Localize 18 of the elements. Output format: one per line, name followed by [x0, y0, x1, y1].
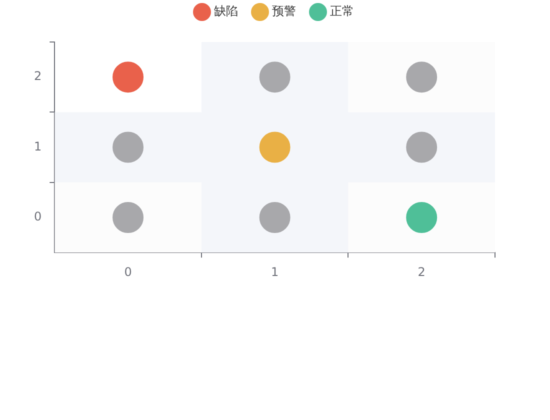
point	[406, 62, 438, 93]
x-tick-label: 1	[270, 264, 279, 279]
x-tick-label: 0	[124, 264, 132, 279]
point	[112, 132, 144, 163]
legend-label: 正常	[330, 4, 354, 18]
point	[406, 202, 438, 233]
point	[112, 62, 144, 93]
legend-label: 预警	[272, 4, 296, 18]
y-tick-label: 0	[34, 210, 42, 224]
point	[259, 62, 290, 93]
legend-label: 缺陷	[214, 4, 238, 18]
y-tick-label: 2	[34, 69, 42, 84]
point	[259, 132, 290, 163]
point	[259, 202, 290, 233]
x-tick-label: 2	[418, 264, 426, 279]
y-tick-label: 1	[34, 139, 42, 154]
point	[112, 202, 144, 233]
point	[406, 132, 438, 163]
